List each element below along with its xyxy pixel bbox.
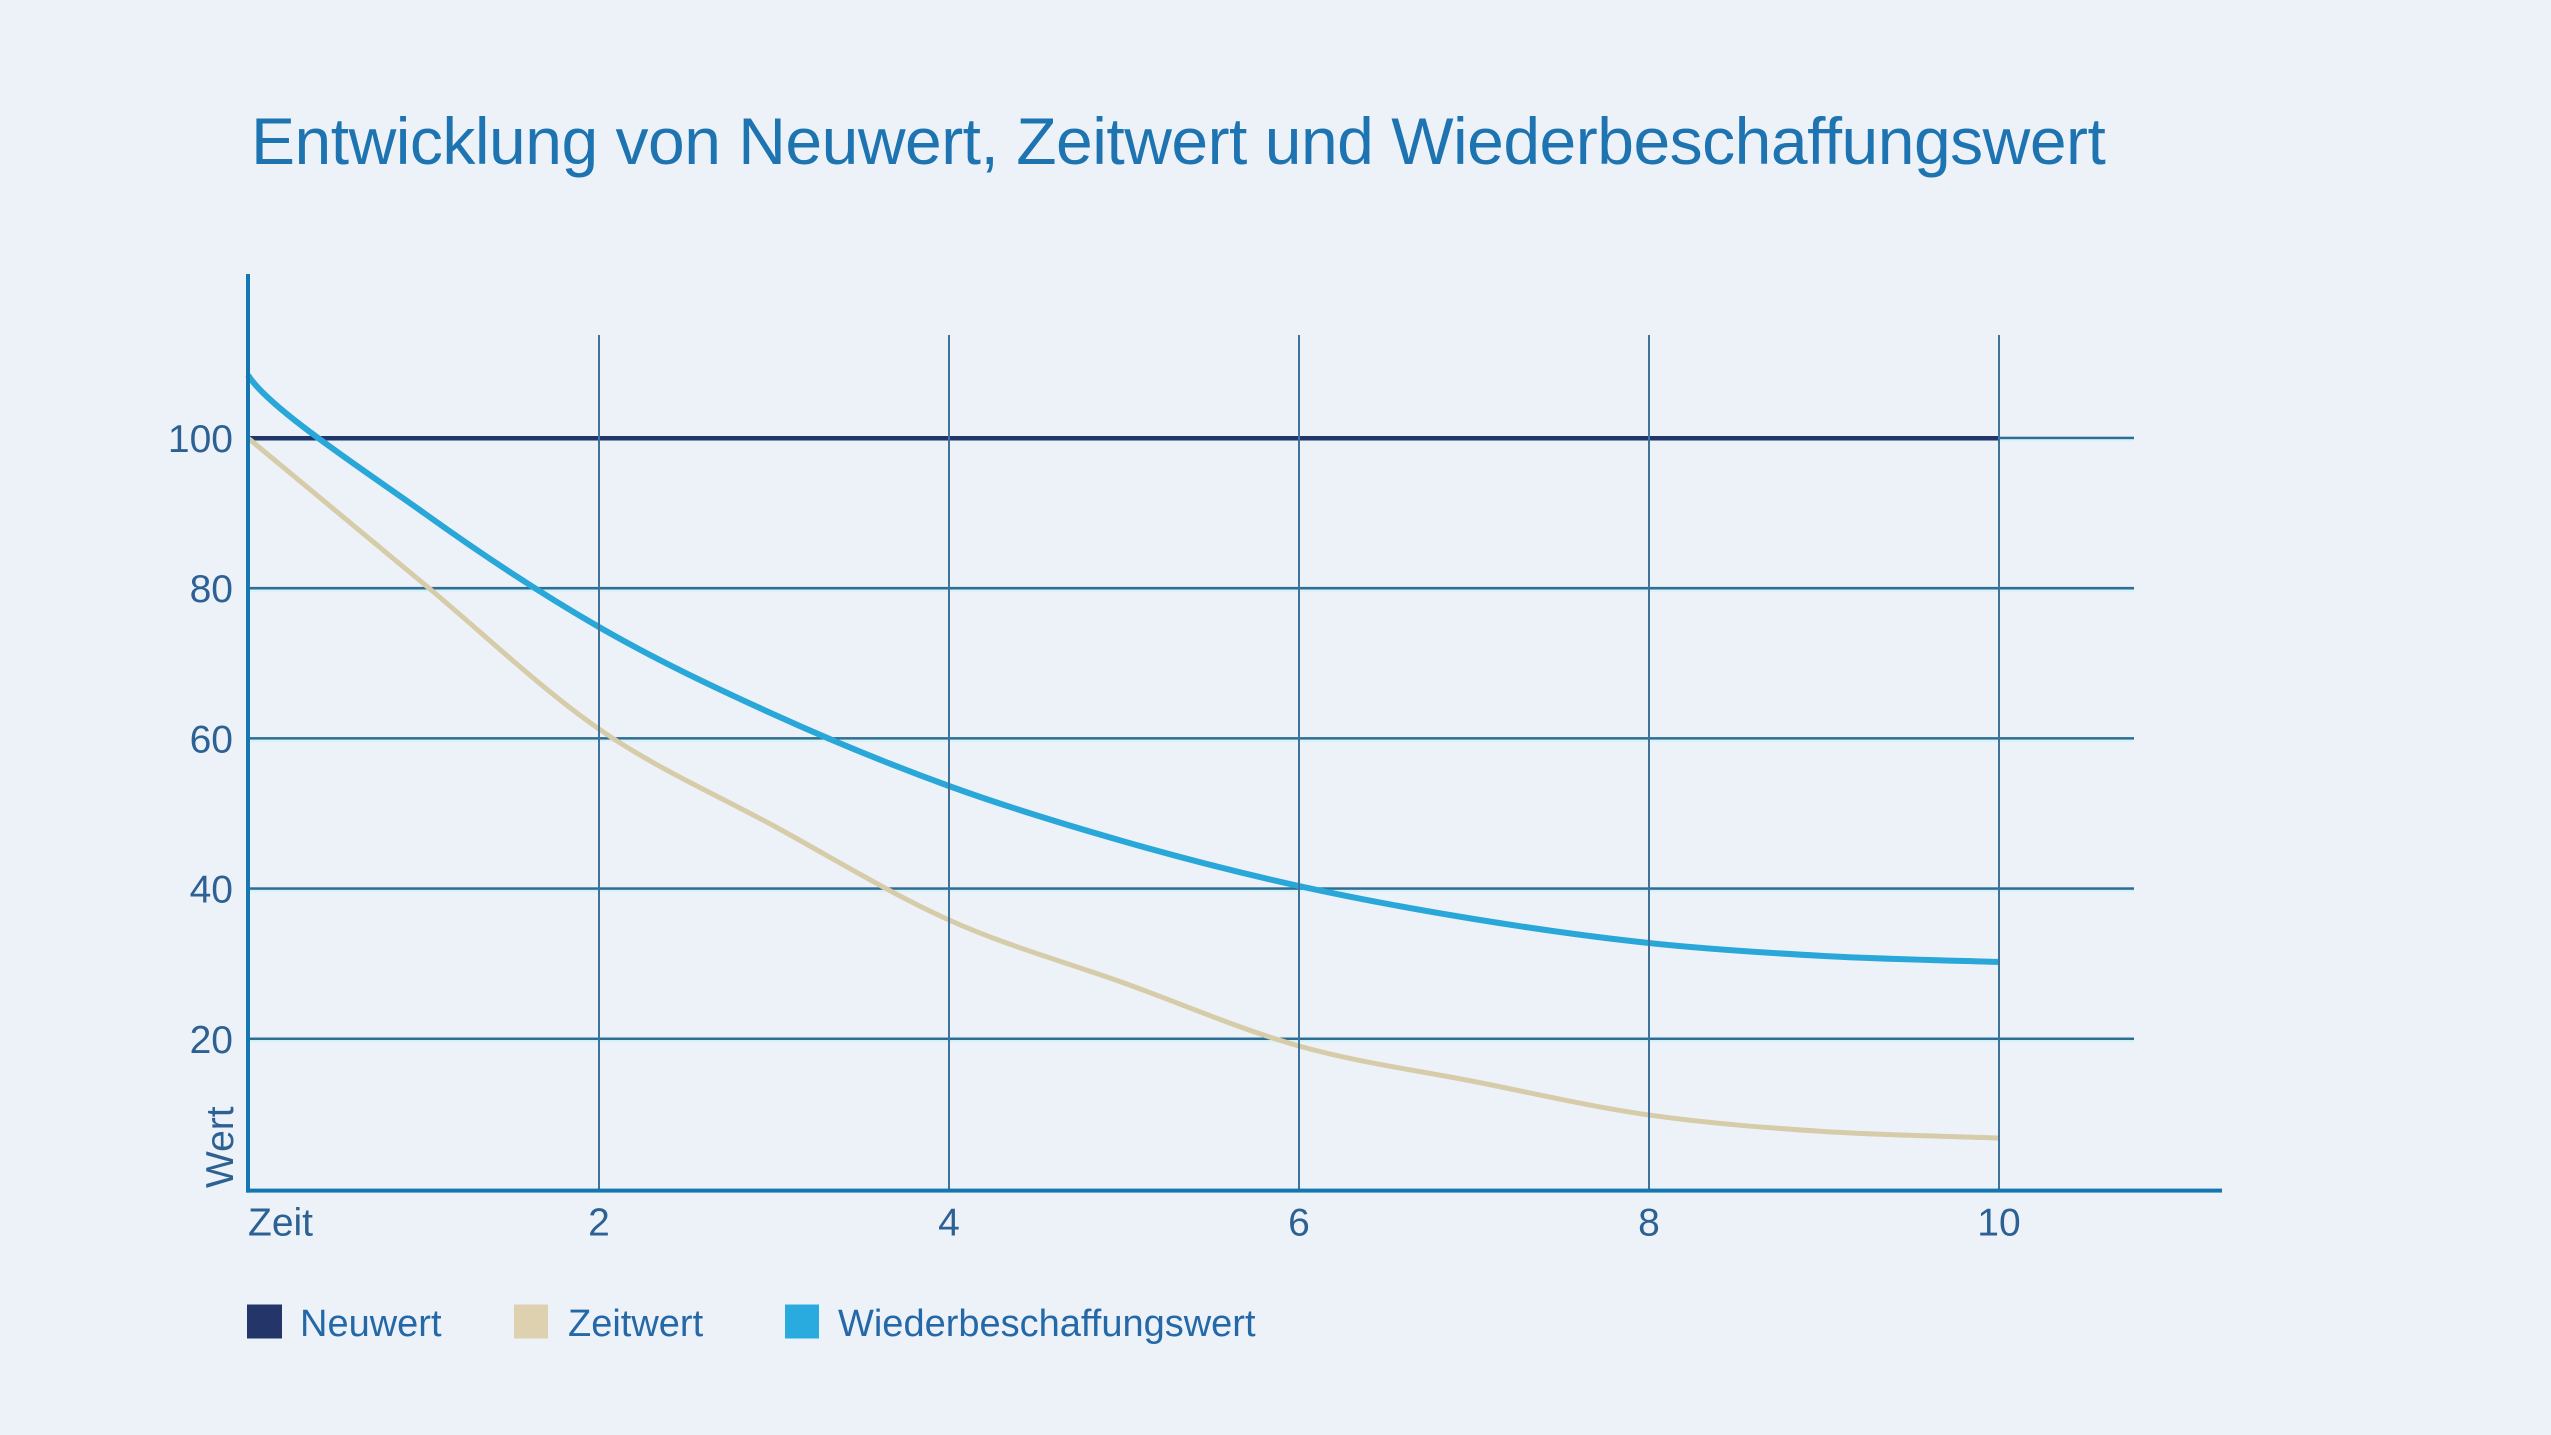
svg-text:80: 80 <box>190 568 233 611</box>
svg-text:Zeit: Zeit <box>248 1202 313 1245</box>
svg-text:Neuwert: Neuwert <box>300 1303 442 1345</box>
svg-text:60: 60 <box>190 718 233 761</box>
svg-text:Entwicklung von Neuwert, Zeitw: Entwicklung von Neuwert, Zeitwert und Wi… <box>251 104 2106 178</box>
svg-text:Zeitwert: Zeitwert <box>568 1303 704 1345</box>
svg-text:20: 20 <box>190 1019 233 1062</box>
svg-text:100: 100 <box>168 418 233 461</box>
svg-text:10: 10 <box>1977 1202 2020 1245</box>
svg-text:8: 8 <box>1638 1202 1660 1245</box>
svg-text:Wert: Wert <box>199 1106 242 1188</box>
svg-text:6: 6 <box>1288 1202 1310 1245</box>
svg-text:4: 4 <box>938 1202 960 1245</box>
svg-text:2: 2 <box>588 1202 610 1245</box>
svg-text:40: 40 <box>190 869 233 912</box>
svg-text:Wiederbeschaffungswert: Wiederbeschaffungswert <box>838 1303 1256 1345</box>
